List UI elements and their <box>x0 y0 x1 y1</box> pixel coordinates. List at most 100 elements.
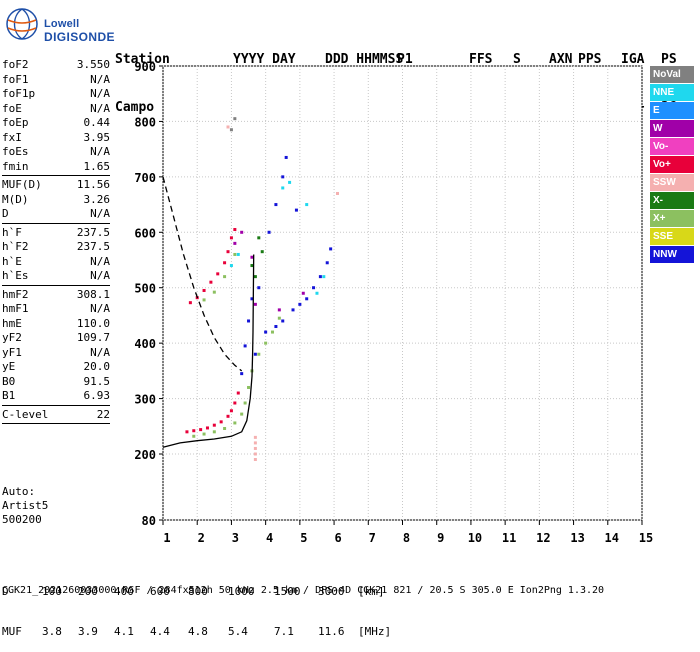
series-w <box>233 230 305 312</box>
y-tick-label: 900 <box>134 60 156 74</box>
logo-text-digisonde: DIGISONDE <box>44 30 115 44</box>
param-value: N/A <box>90 87 110 100</box>
param-value: 91.5 <box>83 374 111 388</box>
param-row: foF1p N/A <box>2 87 110 102</box>
param-value: 237.5 <box>76 240 110 253</box>
echo-point <box>277 308 281 312</box>
param-value: N/A <box>90 101 110 115</box>
legend-item-vo: Vo- <box>650 138 694 155</box>
echo-point <box>212 430 216 434</box>
x-tick-label: 2 <box>198 531 205 545</box>
distance-row: D 100 200 400 600 800 1000 1500 3000 [km] <box>2 585 385 598</box>
param-label: h`F <box>2 225 22 239</box>
echo-point <box>229 409 233 413</box>
echo-point <box>322 275 326 279</box>
echo-point <box>229 236 233 240</box>
echo-point <box>236 252 240 256</box>
param-label: foF1 <box>2 72 29 86</box>
echo-point <box>192 429 196 433</box>
hdr-label-9: PS <box>661 52 677 67</box>
hdr-label-4: FFS <box>469 52 493 67</box>
series-x <box>192 252 281 438</box>
legend-item-e: E <box>650 102 694 119</box>
distance-cell-6: 1000 <box>228 585 255 598</box>
param-row: h`F2 237.5 <box>2 240 110 255</box>
echo-point <box>281 319 285 323</box>
param-label: foEs <box>2 145 29 158</box>
echo-point <box>257 286 261 290</box>
echo-point <box>192 434 196 438</box>
param-row: foEp 0.44 <box>2 116 110 131</box>
y-tick-label: 600 <box>134 226 156 240</box>
param-value: N/A <box>90 72 110 86</box>
legend-item-vo: Vo+ <box>650 156 694 173</box>
hdr-label-8: IGA <box>621 52 645 67</box>
param-value: 0.44 <box>83 116 111 129</box>
echo-point <box>212 290 216 294</box>
muf-cell-9: [MHz] <box>358 625 392 638</box>
echo-point <box>277 316 281 320</box>
y-tick-label: 200 <box>134 448 156 462</box>
electron-density-profile <box>162 254 255 448</box>
hdr-label-0: Station <box>115 52 170 67</box>
echo-point <box>219 420 223 424</box>
echo-point <box>325 261 329 265</box>
echo-point <box>253 275 257 279</box>
param-value: 237.5 <box>76 225 110 239</box>
echo-point <box>335 191 339 195</box>
distance-cell-0: D <box>2 585 9 598</box>
echo-point <box>240 412 244 416</box>
echo-point <box>250 264 254 268</box>
param-value: 3.95 <box>83 130 111 144</box>
x-tick-label: 15 <box>639 531 653 545</box>
echo-point <box>253 458 257 461</box>
legend-item-sse: SSE <box>650 228 694 245</box>
muf-cell-1: 3.8 <box>42 625 62 638</box>
hdr-label-5: S <box>513 52 521 67</box>
param-value: N/A <box>90 345 110 359</box>
param-label: M(D) <box>2 192 29 206</box>
param-row: yE 20.0 <box>2 360 110 375</box>
param-label: B1 <box>2 389 16 402</box>
x-tick-label: 8 <box>403 531 410 545</box>
muf-cell-6: 5.4 <box>228 625 248 638</box>
param-row: yF2 109.7 <box>2 331 110 346</box>
ionogram-plot: 1 2 3 4 5 6 7 8 9 10 11 12 13 14 158020030040050060070… <box>134 60 653 545</box>
param-label: h`F2 <box>2 240 29 253</box>
x-tick-label: 6 <box>334 531 341 545</box>
param-separator <box>2 222 110 224</box>
param-value: 11.56 <box>76 178 110 191</box>
legend-item-w: W <box>650 120 694 137</box>
legend-item-x: X- <box>650 192 694 209</box>
param-value: N/A <box>90 145 110 158</box>
echo-point <box>233 241 237 245</box>
hdr-label-1: YYYY DAY <box>233 52 296 67</box>
param-value: N/A <box>90 302 110 315</box>
x-tick-label: 10 <box>468 531 482 545</box>
param-row: B1 6.93 <box>2 389 110 404</box>
x-tick-label: 9 <box>437 531 444 545</box>
y-tick-label: 800 <box>134 115 156 129</box>
echo-point <box>202 298 206 302</box>
distance-cell-9: [km] <box>358 585 385 598</box>
x-tick-label: 7 <box>369 531 376 545</box>
distance-cell-1: 100 <box>42 585 62 598</box>
param-label: h`E <box>2 254 22 268</box>
hdr-label-3: P1 <box>397 52 413 67</box>
param-row: B0 91.5 <box>2 375 110 390</box>
x-tick-label: 12 <box>536 531 550 545</box>
param-row: foF2 3.550 <box>2 58 110 73</box>
param-value: 109.7 <box>76 331 110 344</box>
y-tick-label: 400 <box>134 337 156 351</box>
muf-cell-7: 7.1 <box>274 625 294 638</box>
param-label: fmin <box>2 159 29 173</box>
param-separator <box>2 404 110 406</box>
param-row: fxI 3.95 <box>2 131 110 146</box>
echo-point <box>233 117 237 121</box>
param-value: 3.550 <box>76 58 110 71</box>
param-row: hmF1 N/A <box>2 302 110 317</box>
muf-curve <box>162 176 243 372</box>
param-label: hmF1 <box>2 302 29 315</box>
distance-muf-table: D 100 200 400 600 800 1000 1500 3000 [km] MUF 3.8 3… <box>2 558 391 652</box>
polarization-legend: NoVal NNE E W Vo- Vo+ SSW X- X+ SSE NNW <box>650 66 694 264</box>
